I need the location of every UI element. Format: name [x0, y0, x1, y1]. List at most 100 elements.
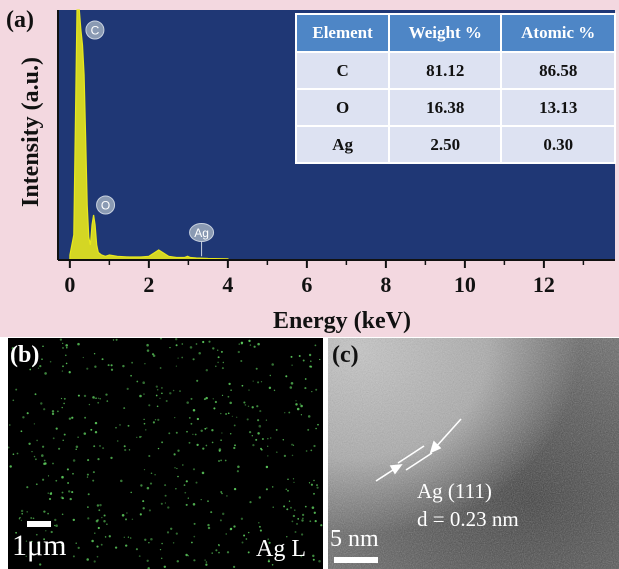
ag-signal-dot — [283, 505, 286, 508]
ag-signal-dot — [32, 517, 35, 520]
ag-signal-dot — [29, 368, 32, 371]
ag-signal-dot — [292, 514, 296, 518]
ag-signal-dot — [15, 531, 17, 534]
ag-signal-dot — [241, 384, 244, 387]
ag-signal-dot — [12, 399, 15, 402]
ag-signal-dot — [18, 549, 20, 551]
ag-signal-dot — [140, 435, 142, 438]
ag-signal-dot — [192, 468, 196, 471]
ag-signal-dot — [68, 371, 71, 374]
ag-signal-dot — [105, 393, 108, 396]
ag-signal-dot — [257, 432, 260, 435]
ag-signal-dot — [255, 438, 258, 441]
ag-signal-dot — [174, 416, 176, 419]
ag-signal-dot — [114, 546, 118, 549]
ag-signal-dot — [269, 374, 272, 377]
ag-signal-dot — [193, 559, 196, 562]
ag-signal-dot — [175, 365, 178, 367]
ag-signal-dot — [309, 520, 312, 523]
ag-signal-dot — [34, 393, 37, 396]
x-tick-label: 8 — [380, 272, 391, 297]
ag-signal-dot — [188, 417, 191, 419]
ag-signal-dot — [212, 347, 215, 350]
ag-signal-dot — [238, 343, 241, 345]
ag-signal-dot — [69, 497, 72, 501]
ag-signal-dot — [252, 443, 255, 447]
ag-signal-dot — [227, 395, 230, 398]
ag-signal-dot — [202, 340, 205, 344]
ag-signal-dot — [123, 536, 125, 538]
ag-signal-dot — [148, 509, 151, 512]
ag-signal-dot — [310, 483, 313, 486]
ag-signal-dot — [181, 356, 184, 359]
ag-signal-dot — [99, 503, 102, 507]
ag-signal-dot — [219, 519, 222, 522]
ag-signal-dot — [251, 406, 254, 409]
x-tick-label: 12 — [533, 272, 555, 297]
ag-signal-dot — [96, 504, 100, 507]
arrow-lower-head — [389, 464, 403, 475]
ag-signal-dot — [61, 370, 64, 372]
ag-signal-dot — [195, 343, 198, 345]
ag-signal-dot — [8, 446, 10, 449]
ag-signal-dot — [20, 519, 23, 522]
tem-texture — [328, 338, 619, 569]
ag-signal-dot — [131, 361, 133, 364]
ag-signal-dot — [267, 455, 269, 457]
ag-signal-dot — [61, 544, 63, 547]
ag-signal-dot — [268, 386, 272, 390]
ag-signal-dot — [183, 484, 186, 486]
ag-signal-dot — [285, 375, 288, 378]
ag-signal-dot — [65, 362, 68, 365]
ag-signal-dot — [154, 474, 156, 476]
ag-signal-dot — [166, 531, 170, 534]
ag-signal-dot — [248, 430, 252, 434]
ag-signal-dot — [285, 488, 288, 491]
ag-signal-dot — [196, 417, 200, 421]
ag-signal-dot — [163, 565, 167, 569]
ag-signal-dot — [26, 511, 28, 513]
ag-signal-dot — [144, 362, 146, 365]
ag-signal-dot — [93, 560, 96, 563]
ag-signal-dot — [155, 385, 158, 388]
ag-signal-dot — [243, 401, 246, 404]
ag-signal-dot — [236, 416, 238, 418]
ag-signal-dot — [280, 549, 283, 552]
ag-signal-dot — [164, 502, 167, 504]
ag-signal-dot — [121, 514, 125, 517]
ag-signal-dot — [157, 447, 160, 450]
ag-signal-dot — [189, 346, 193, 349]
ag-signal-dot — [156, 405, 159, 408]
ag-signal-dot — [142, 507, 145, 510]
ag-signal-dot — [123, 445, 126, 448]
ag-signal-dot — [97, 401, 100, 404]
panel-label-a: (a) — [6, 7, 34, 33]
ag-signal-dot — [104, 536, 107, 538]
ag-signal-dot — [143, 468, 146, 471]
ag-signal-dot — [159, 397, 161, 399]
ag-signal-dot — [246, 418, 249, 421]
lattice-line-1 — [397, 445, 425, 464]
ag-signal-dot — [125, 518, 127, 521]
ag-signal-dot — [228, 382, 231, 386]
ag-signal-dot — [97, 526, 100, 530]
ag-signal-dot — [316, 486, 319, 489]
ag-signal-dot — [66, 468, 69, 471]
ag-signal-dot — [319, 358, 321, 361]
ag-signal-dot — [75, 445, 79, 449]
peak-marker — [85, 20, 105, 40]
ag-signal-dot — [213, 407, 216, 410]
ag-signal-dot — [175, 532, 178, 535]
ag-signal-dot — [149, 482, 153, 485]
ag-signal-dot — [49, 360, 52, 363]
cell-weight: 81.12 — [388, 51, 503, 90]
table-row: Ag 2.50 0.30 — [294, 125, 616, 164]
x-tick-label: 4 — [222, 272, 233, 297]
ag-signal-dot — [156, 389, 159, 391]
ag-signal-dot — [215, 549, 218, 552]
ag-signal-dot — [54, 524, 56, 527]
ag-signal-dot — [127, 536, 130, 538]
ag-signal-dot — [229, 433, 232, 435]
peak-label-ag: Ag — [189, 223, 215, 257]
ag-signal-dot — [272, 506, 274, 508]
